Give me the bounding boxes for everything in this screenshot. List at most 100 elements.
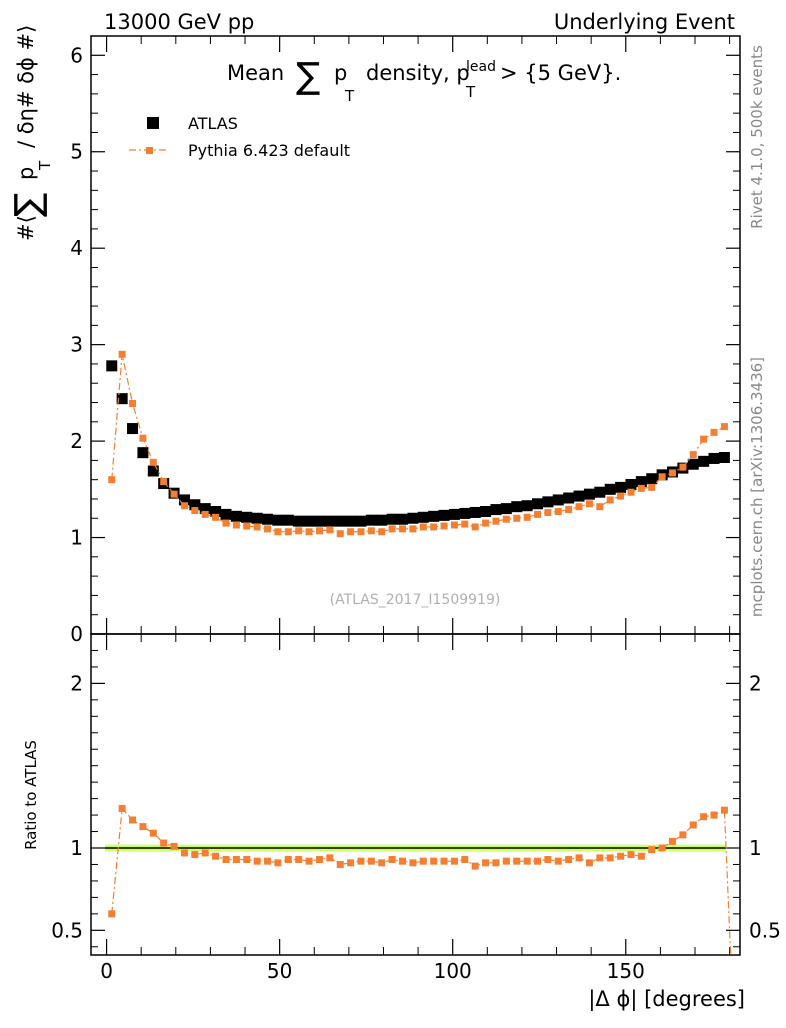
pythia-point [450, 521, 458, 529]
pythia-ratio-point [700, 813, 708, 821]
pythia-ratio-point [585, 859, 593, 867]
x-axis-label: |Δ ϕ| [degrees] [588, 987, 745, 1012]
svg-text:density, p: density, p [366, 61, 470, 85]
pythia-point [658, 473, 666, 481]
pythia-ratio-point [139, 823, 147, 831]
pythia-ratio-point [129, 816, 137, 824]
pythia-ratio-point [720, 806, 728, 814]
y-tick-label: 5 [70, 140, 83, 164]
pythia-ratio-point [523, 857, 531, 865]
atlas-point [313, 515, 325, 527]
atlas-point [615, 481, 627, 493]
pythia-point [523, 513, 531, 521]
atlas-point [573, 490, 585, 502]
atlas-point [303, 515, 315, 527]
y-tick-label: 3 [70, 333, 83, 357]
atlas-point [334, 515, 346, 527]
pythia-point [606, 496, 614, 504]
atlas-point [116, 393, 128, 405]
pythia-point [222, 519, 230, 527]
pythia-point [160, 478, 168, 486]
pythia-ratio-point [450, 857, 458, 865]
pythia-point [399, 525, 407, 533]
header-energy: 13000 GeV pp [104, 10, 254, 34]
pythia-ratio-point [222, 856, 230, 864]
pythia-ratio-point [191, 851, 199, 859]
pythia-point [492, 517, 500, 525]
pythia-point [212, 513, 220, 521]
pythia-ratio-point [295, 856, 303, 864]
rivet-label: Rivet 4.1.0, 500k events [748, 45, 766, 229]
pythia-point [201, 510, 209, 518]
atlas-point [480, 506, 492, 518]
pythia-point [191, 507, 199, 515]
pythia-point [139, 434, 147, 442]
pythia-ratio-point [160, 839, 168, 847]
pythia-ratio-point [461, 856, 469, 864]
atlas-point [137, 447, 149, 459]
pythia-ratio-point [378, 859, 386, 867]
x-axis: 0 50 100 150 [100, 36, 731, 983]
ratio-tick-label-right: 0.5 [749, 918, 781, 942]
pythia-point [170, 490, 178, 498]
y-tick-label: 4 [70, 236, 83, 260]
pythia-ratio-point [575, 854, 583, 862]
main-y-axis: 0 1 2 3 4 5 6 [70, 43, 740, 646]
atlas-point [708, 452, 720, 464]
pythia-point [357, 528, 365, 536]
pythia-ratio-point [471, 862, 479, 870]
pythia-ratio-point [482, 859, 490, 867]
x-tick-label: 150 [607, 959, 645, 983]
atlas-point [376, 514, 388, 526]
pythia-point [648, 483, 656, 491]
atlas-point [687, 458, 699, 470]
atlas-point [604, 483, 616, 495]
pythia-ratio-point [658, 844, 666, 852]
atlas-point [365, 514, 377, 526]
legend: ATLAS Pythia 6.423 default [129, 114, 350, 160]
atlas-series [106, 360, 730, 527]
atlas-point [220, 508, 232, 520]
pythia-ratio-point [513, 857, 521, 865]
pythia-ratio-point [336, 860, 344, 868]
ratio-tick-label: 0.5 [51, 918, 83, 942]
ratio-tick-label: 1 [70, 836, 83, 860]
y-tick-label: 2 [70, 429, 83, 453]
pythia-point [482, 519, 490, 527]
y-tick-label: 1 [70, 526, 83, 550]
pythia-point [367, 527, 375, 535]
analysis-watermark: (ATLAS_2017_I1509919) [330, 592, 501, 608]
pythia-ratio-point [212, 852, 220, 860]
atlas-point [293, 515, 305, 527]
pythia-ratio-point [201, 849, 209, 857]
pythia-ratio-point [554, 857, 562, 865]
svg-text:p: p [14, 167, 38, 180]
pythia-ratio-point [419, 857, 427, 865]
atlas-point [469, 506, 481, 518]
svg-text:T: T [465, 83, 476, 101]
pythia-ratio-point [399, 857, 407, 865]
x-tick-label: 100 [434, 959, 472, 983]
atlas-point [718, 451, 730, 463]
pythia-point [461, 520, 469, 528]
mcplots-label: mcplots.cern.ch [arXiv:1306.3436] [748, 357, 766, 617]
pythia-ratio-point [253, 857, 261, 865]
pythia-point [264, 525, 272, 533]
svg-text:∑: ∑ [296, 56, 320, 97]
atlas-point [459, 507, 471, 519]
pythia-point [108, 476, 116, 484]
pythia-ratio-point [502, 857, 510, 865]
atlas-point [241, 511, 253, 523]
pythia-ratio-point [170, 842, 178, 850]
pythia-ratio-point [180, 849, 188, 857]
legend-atlas-label: ATLAS [188, 114, 238, 133]
atlas-point [397, 513, 409, 525]
svg-text:Mean: Mean [227, 61, 284, 85]
pythia-ratio-point [305, 857, 313, 865]
atlas-point [646, 473, 658, 485]
atlas-point [521, 500, 533, 512]
atlas-point [500, 503, 512, 515]
atlas-point [251, 512, 263, 524]
atlas-point [210, 506, 222, 518]
pythia-point [544, 508, 552, 516]
